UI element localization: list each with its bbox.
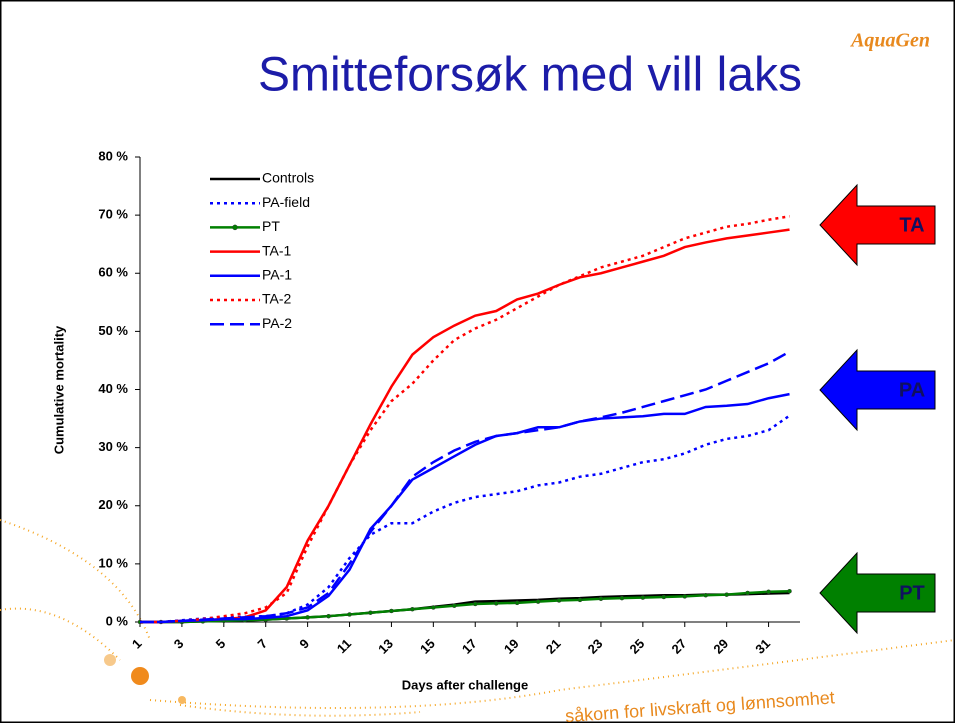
annotation-label: PA: [899, 379, 925, 401]
point: [620, 596, 624, 600]
slide-title: Smitteforsøk med vill laks: [258, 49, 802, 102]
y-tick-label: 0 %: [106, 613, 129, 628]
decoration-dot: [104, 654, 116, 666]
slide: Smitteforsøk med vill laks AquaGen såkor…: [0, 0, 955, 723]
point: [327, 614, 331, 618]
point: [767, 590, 771, 594]
point: [306, 615, 310, 619]
point: [348, 612, 352, 616]
point: [557, 598, 561, 602]
point: [725, 593, 729, 597]
y-axis-title: Cumulative mortality: [51, 325, 66, 454]
y-tick-label: 30 %: [98, 439, 128, 454]
point: [452, 604, 456, 608]
point: [473, 602, 477, 606]
y-tick-label: 10 %: [98, 555, 128, 570]
point: [494, 601, 498, 605]
point: [662, 595, 666, 599]
legend-label: PT: [262, 218, 280, 234]
point: [368, 611, 372, 615]
point: [746, 591, 750, 595]
point: [704, 593, 708, 597]
y-tick-label: 50 %: [98, 323, 128, 338]
point: [389, 609, 393, 613]
legend-label: TA-1: [262, 242, 292, 258]
legend-label: Controls: [262, 170, 314, 186]
legend-label: PA-2: [262, 315, 292, 331]
point: [410, 607, 414, 611]
point: [599, 597, 603, 601]
point: [788, 589, 792, 593]
annotation-label: PT: [899, 582, 925, 604]
point: [578, 598, 582, 602]
legend-label: TA-2: [262, 291, 292, 307]
slide-border: [1, 1, 955, 723]
point: [515, 601, 519, 605]
y-tick-label: 70 %: [98, 207, 128, 222]
y-tick-label: 40 %: [98, 381, 128, 396]
y-tick-label: 80 %: [98, 148, 128, 163]
legend-marker: [233, 225, 238, 230]
decoration-dot: [178, 696, 186, 704]
point: [536, 600, 540, 604]
point: [431, 605, 435, 609]
decoration-dot: [131, 667, 149, 685]
legend-label: PA-1: [262, 267, 292, 283]
x-axis-title: Days after challenge: [402, 677, 528, 692]
point: [683, 594, 687, 598]
y-tick-label: 60 %: [98, 265, 128, 280]
logo: AquaGen: [849, 30, 930, 52]
legend-label: PA-field: [262, 194, 310, 210]
y-tick-label: 20 %: [98, 497, 128, 512]
point: [641, 596, 645, 600]
annotation-label: TA: [899, 214, 924, 236]
